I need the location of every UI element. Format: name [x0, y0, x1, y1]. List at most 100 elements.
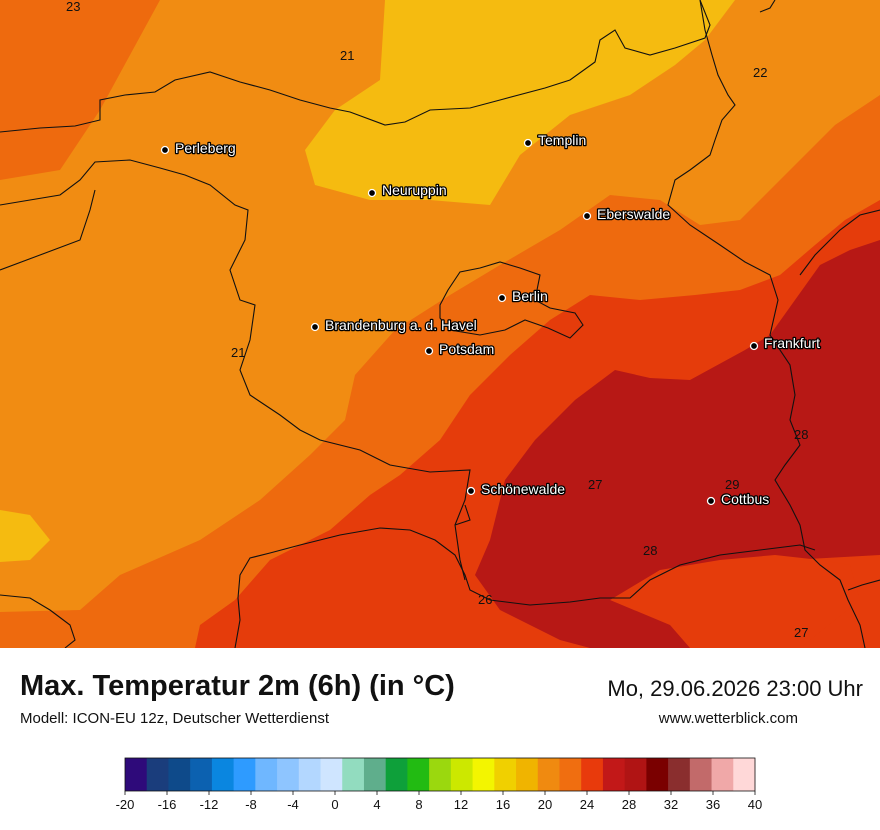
cities: Perleberg Templin Neuruppin Eberswalde B… [160, 131, 821, 508]
city-potsdam[interactable]: Potsdam [424, 340, 496, 358]
isotherm-label: 21 [340, 48, 354, 63]
color-legend: -20 -16 -12 -8 -4 0 4 8 12 16 20 24 28 32 36 40 [116, 757, 762, 812]
city-label: Templin [538, 132, 586, 148]
legend-swatch [190, 758, 213, 791]
city-berlin[interactable]: Berlin [497, 287, 549, 305]
legend-ticks: -20 -16 -12 -8 -4 0 4 8 12 16 20 24 28 32 36 40 [116, 791, 762, 812]
city-cottbus[interactable]: Cottbus [706, 490, 771, 508]
isotherm-label: 28 [643, 543, 657, 558]
city-frankfurt[interactable]: Frankfurt [749, 334, 821, 352]
legend-swatch [646, 758, 669, 791]
isotherm-label: 22 [753, 65, 767, 80]
valid-datetime: Mo, 29.06.2026 23:00 Uhr [607, 676, 863, 701]
footer: Max. Temperatur 2m (6h) (in °C) Modell: … [0, 648, 880, 830]
legend-tick-label: 4 [373, 797, 380, 812]
city-dot [523, 138, 533, 148]
legend-swatch [668, 758, 691, 791]
borders [0, 0, 880, 648]
legend-swatch [255, 758, 278, 791]
isotherm-label: 23 [66, 0, 80, 14]
city-dot [160, 145, 170, 155]
legend-tick-label: -8 [245, 797, 257, 812]
legend-swatch [342, 758, 365, 791]
city-label: Neuruppin [382, 182, 447, 198]
city-dot [706, 496, 716, 506]
legend-swatch [472, 758, 495, 791]
city-templin[interactable]: Templin [523, 131, 588, 149]
city-label: Frankfurt [764, 335, 820, 351]
legend-swatch [320, 758, 343, 791]
legend-swatch [624, 758, 647, 791]
isotherm-label: 26 [478, 592, 492, 607]
city-dot [310, 322, 320, 332]
legend-swatch [146, 758, 169, 791]
band-26-28-pocket [610, 555, 860, 648]
legend-swatch [168, 758, 191, 791]
legend-swatch [233, 758, 256, 791]
temperature-map: 23 21 22 21 28 27 29 28 26 27 Perleberg … [0, 0, 880, 648]
isotherm-label: 28 [794, 427, 808, 442]
city-label: Brandenburg a. d. Havel [325, 317, 477, 333]
band-28-30 [475, 240, 880, 648]
city-label: Potsdam [439, 341, 494, 357]
legend-tick-label: 36 [706, 797, 720, 812]
legend-tick-label: 12 [454, 797, 468, 812]
isotherm-labels: 23 21 22 21 28 27 29 28 26 27 [66, 0, 808, 640]
legend-swatch [363, 758, 387, 791]
legend-swatch [516, 758, 539, 791]
website-link[interactable]: www.wetterblick.com [658, 710, 798, 727]
city-label: Perleberg [175, 140, 236, 156]
legend-tick-label: -12 [200, 797, 219, 812]
legend-tick-label: 40 [748, 797, 762, 812]
legend-swatches [124, 757, 756, 792]
legend-swatch [559, 758, 582, 791]
city-label: Schönewalde [481, 481, 565, 497]
legend-swatch [602, 758, 626, 791]
legend-swatch [581, 758, 604, 791]
legend-swatch [494, 758, 517, 791]
legend-swatch [711, 758, 734, 791]
legend-tick-label: 20 [538, 797, 552, 812]
legend-tick-label: -4 [287, 797, 299, 812]
isotherm-label: 29 [725, 477, 739, 492]
legend-swatch [537, 758, 560, 791]
model-source: Modell: ICON-EU 12z, Deutscher Wetterdie… [20, 710, 330, 727]
city-dot [582, 211, 592, 221]
city-neuruppin[interactable]: Neuruppin [367, 181, 448, 199]
isotherm-label: 21 [231, 345, 245, 360]
legend-swatch [385, 758, 408, 791]
legend-swatch [298, 758, 322, 791]
legend-swatch [429, 758, 452, 791]
legend-swatch [407, 758, 430, 791]
legend-tick-label: 16 [496, 797, 510, 812]
city-brandenburg[interactable]: Brandenburg a. d. Havel [310, 316, 478, 334]
band-20-22-sw [0, 510, 50, 562]
city-schoenewalde[interactable]: Schönewalde [466, 480, 567, 498]
legend-tick-label: 28 [622, 797, 636, 812]
legend-frame [124, 757, 756, 792]
legend-swatch [689, 758, 713, 791]
city-dot [466, 486, 476, 496]
legend-swatch [450, 758, 474, 791]
city-eberswalde[interactable]: Eberswalde [582, 205, 672, 223]
city-label: Eberswalde [597, 206, 670, 222]
legend-tick-label: 24 [580, 797, 594, 812]
legend-swatch [277, 758, 300, 791]
isotherm-label: 27 [588, 477, 602, 492]
legend-tick-label: -20 [116, 797, 135, 812]
legend-tick-label: 8 [415, 797, 422, 812]
city-dot [424, 346, 434, 356]
legend-tick-label: 32 [664, 797, 678, 812]
city-dot [367, 188, 377, 198]
map-title: Max. Temperatur 2m (6h) (in °C) [20, 670, 455, 702]
legend-swatch [125, 758, 148, 791]
legend-swatch [733, 758, 756, 791]
legend-tick-label: 0 [331, 797, 338, 812]
city-perleberg[interactable]: Perleberg [160, 139, 237, 157]
city-dot [497, 293, 507, 303]
city-dot [749, 341, 759, 351]
legend-tick-label: -16 [158, 797, 177, 812]
band-20-22-north [305, 0, 735, 205]
city-label: Cottbus [721, 491, 769, 507]
isotherm-label: 27 [794, 625, 808, 640]
